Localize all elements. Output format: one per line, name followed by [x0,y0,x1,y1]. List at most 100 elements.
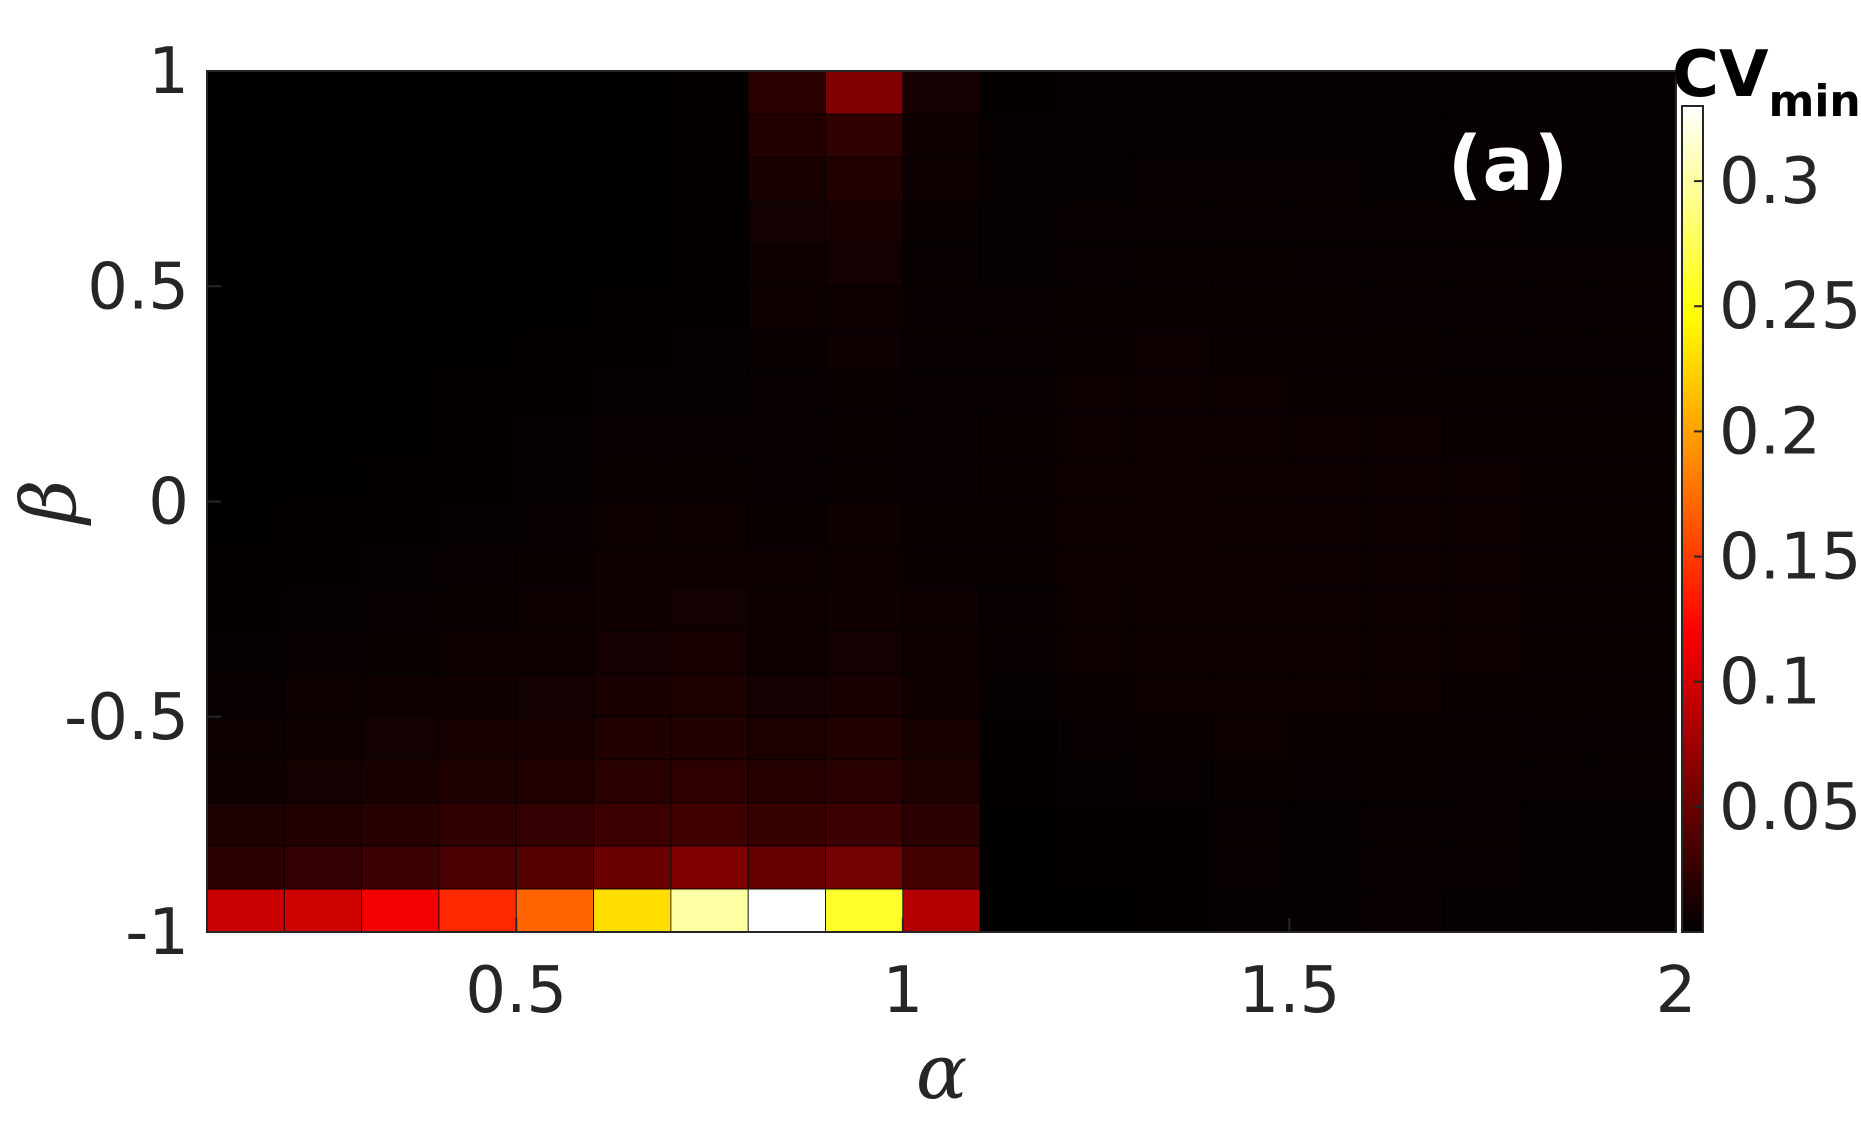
heatmap-cell [1520,328,1600,373]
heatmap-cell [747,70,826,115]
heatmap-cell [670,199,749,244]
heatmap-cell [747,414,826,459]
heatmap-cell [1520,199,1600,244]
y-tick-label: 1 [148,35,189,109]
heatmap-cell [206,328,285,373]
heatmap-cell [438,371,517,416]
x-axis-label: α [916,1027,967,1116]
heatmap-cell [1366,587,1445,632]
heatmap-cell [515,371,594,416]
heatmap-cell [825,759,904,804]
heatmap-cell [902,888,981,933]
heatmap-cell [1057,802,1136,847]
heatmap-cell [670,113,749,158]
heatmap-cell [283,285,363,330]
heatmap-cell [283,501,363,545]
heatmap-cell [747,242,826,287]
heatmap-cell [283,242,363,287]
heatmap-cell [1598,630,1677,675]
y-tick-label: 0.5 [87,250,189,324]
heatmap-cell [206,544,285,588]
heatmap-cell [1598,501,1677,545]
heatmap-cell [670,673,749,718]
heatmap-cell [1057,630,1136,675]
heatmap-cell [1366,716,1445,761]
heatmap-cells [206,70,1677,933]
heatmap-cell [825,587,904,632]
heatmap-cell [438,113,517,158]
heatmap-cell [1289,716,1368,761]
heatmap-cell [825,544,904,588]
heatmap-cell [283,587,363,632]
heatmap-cell [747,802,826,847]
heatmap-cell [1598,414,1677,459]
heatmap-cell [747,328,826,373]
heatmap-cell [593,716,672,761]
heatmap-cell [1520,716,1600,761]
heatmap-cell [747,113,826,158]
heatmap-cell [283,845,363,890]
heatmap-cell [902,70,981,115]
heatmap-cell [1443,156,1522,201]
heatmap-cell [747,587,826,632]
heatmap-cell [1443,845,1522,890]
heatmap-cell [902,414,981,459]
heatmap-cell [1134,156,1213,201]
heatmap-cell [670,458,749,502]
heatmap-cell [825,845,904,890]
heatmap-cell [1289,371,1368,416]
heatmap-cell [206,673,285,718]
heatmap-cell [515,113,594,158]
heatmap-cell [902,328,981,373]
heatmap-cell [979,587,1058,632]
heatmap-cell [670,156,749,201]
heatmap-cell [1520,544,1600,588]
heatmap-cell [1134,113,1213,158]
heatmap-cell [361,242,440,287]
heatmap-cell [825,242,904,287]
y-axis-ticks: -1 -0.5 0 0.5 1 [64,35,221,970]
heatmap-cell [283,759,363,804]
heatmap-cell [438,544,517,588]
heatmap-cell [361,70,440,115]
heatmap-cell [1289,70,1368,115]
heatmap-cell [670,285,749,330]
heatmap-cell [438,458,517,502]
heatmap-cell [670,759,749,804]
heatmap-cell [1366,501,1445,545]
heatmap-cell [825,70,904,115]
heatmap-cell [1057,544,1136,588]
heatmap-cell [206,845,285,890]
heatmap-cell [438,70,517,115]
heatmap-cell [747,156,826,201]
heatmap-cell [1520,845,1600,890]
heatmap-cell [1289,673,1368,718]
heatmap-cell [902,501,981,545]
heatmap-cell [1211,845,1290,890]
heatmap-cell [361,328,440,373]
heatmap-cell [1598,113,1677,158]
heatmap-cell [206,716,285,761]
heatmap-cell [206,113,285,158]
heatmap-cell [825,199,904,244]
heatmap-cell [1366,371,1445,416]
colorbar-tick-label: 0.15 [1719,521,1861,595]
heatmap-cell [1443,673,1522,718]
heatmap-cell [438,759,517,804]
colorbar-tick-label: 0.3 [1719,145,1821,219]
heatmap-cell [1289,759,1368,804]
heatmap-cell [1289,285,1368,330]
heatmap-cell [1057,888,1136,933]
heatmap-cell [670,802,749,847]
heatmap-cell [593,414,672,459]
heatmap-cell [206,888,285,933]
heatmap-cell [747,371,826,416]
heatmap-cell [747,888,826,933]
heatmap-cell [1134,501,1213,545]
heatmap-cell [515,587,594,632]
heatmap-cell [1057,156,1136,201]
heatmap-cell [593,759,672,804]
heatmap-cell [670,501,749,545]
heatmap-cell [979,673,1058,718]
heatmap-cell [361,285,440,330]
